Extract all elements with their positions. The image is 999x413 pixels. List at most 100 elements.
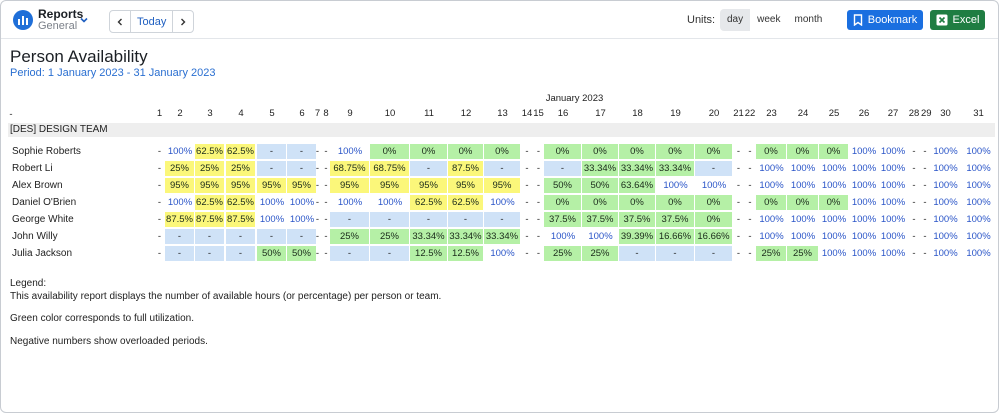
- availability-cell[interactable]: 100%: [966, 248, 991, 259]
- availability-cell[interactable]: 95%: [448, 178, 483, 193]
- availability-cell[interactable]: 100%: [880, 197, 906, 208]
- availability-cell[interactable]: -: [695, 246, 732, 261]
- availability-cell[interactable]: 100%: [337, 197, 363, 208]
- availability-cell[interactable]: 0%: [819, 195, 848, 210]
- availability-cell[interactable]: 100%: [550, 231, 576, 242]
- availability-cell[interactable]: -: [315, 248, 320, 259]
- person-name[interactable]: Julia Jackson: [12, 248, 73, 259]
- availability-cell[interactable]: -: [923, 248, 927, 259]
- availability-cell[interactable]: 62.5%: [195, 195, 224, 210]
- availability-cell[interactable]: -: [324, 146, 328, 157]
- person-name[interactable]: Sophie Roberts: [12, 146, 81, 157]
- availability-cell[interactable]: 95%: [226, 178, 255, 193]
- availability-cell[interactable]: 100%: [259, 197, 285, 208]
- availability-cell[interactable]: -: [330, 246, 369, 261]
- availability-cell[interactable]: 100%: [790, 231, 816, 242]
- availability-cell[interactable]: 100%: [790, 214, 816, 225]
- availability-cell[interactable]: 25%: [756, 246, 786, 261]
- availability-cell[interactable]: -: [923, 231, 927, 242]
- availability-cell[interactable]: 37.5%: [619, 212, 655, 227]
- availability-cell[interactable]: -: [287, 144, 316, 159]
- availability-cell[interactable]: 100%: [851, 248, 877, 259]
- availability-cell[interactable]: -: [736, 231, 741, 242]
- availability-cell[interactable]: -: [157, 214, 162, 225]
- availability-cell[interactable]: 0%: [582, 144, 618, 159]
- availability-cell[interactable]: 33.34%: [484, 229, 520, 244]
- availability-cell[interactable]: 100%: [167, 146, 193, 157]
- availability-cell[interactable]: -: [525, 197, 529, 208]
- team-row[interactable]: [DES] DESIGN TEAM: [8, 123, 995, 137]
- today-button[interactable]: Today: [130, 11, 174, 32]
- unit-month-button[interactable]: month: [787, 9, 830, 31]
- person-name[interactable]: Alex Brown: [12, 180, 63, 191]
- availability-cell[interactable]: 95%: [257, 178, 286, 193]
- availability-cell[interactable]: -: [448, 212, 483, 227]
- availability-cell[interactable]: 100%: [880, 214, 906, 225]
- availability-cell[interactable]: -: [370, 246, 409, 261]
- availability-cell[interactable]: -: [923, 146, 927, 157]
- availability-cell[interactable]: 95%: [330, 178, 369, 193]
- availability-cell[interactable]: 95%: [410, 178, 447, 193]
- availability-cell[interactable]: 100%: [821, 180, 847, 191]
- availability-cell[interactable]: 100%: [880, 231, 906, 242]
- availability-cell[interactable]: 100%: [759, 214, 784, 225]
- previous-period-button[interactable]: [110, 11, 130, 32]
- availability-cell[interactable]: 50%: [257, 246, 286, 261]
- availability-cell[interactable]: 25%: [226, 161, 255, 176]
- availability-cell[interactable]: 37.5%: [544, 212, 581, 227]
- availability-cell[interactable]: -: [536, 146, 541, 157]
- availability-cell[interactable]: 95%: [287, 178, 316, 193]
- availability-cell[interactable]: -: [923, 197, 927, 208]
- availability-cell[interactable]: 100%: [966, 214, 991, 225]
- availability-cell[interactable]: 87.5%: [165, 212, 194, 227]
- availability-cell[interactable]: -: [410, 212, 447, 227]
- availability-cell[interactable]: 62.5%: [448, 195, 483, 210]
- availability-cell[interactable]: 100%: [790, 163, 816, 174]
- availability-cell[interactable]: -: [195, 246, 224, 261]
- availability-cell[interactable]: 100%: [933, 197, 958, 208]
- availability-cell[interactable]: 100%: [933, 231, 958, 242]
- availability-cell[interactable]: -: [315, 163, 320, 174]
- availability-cell[interactable]: 50%: [582, 178, 618, 193]
- availability-cell[interactable]: -: [370, 212, 409, 227]
- availability-cell[interactable]: 62.5%: [410, 195, 447, 210]
- availability-cell[interactable]: 87.5%: [226, 212, 255, 227]
- availability-cell[interactable]: 100%: [790, 180, 816, 191]
- availability-cell[interactable]: -: [157, 180, 162, 191]
- availability-cell[interactable]: 100%: [821, 231, 847, 242]
- availability-cell[interactable]: 16.66%: [656, 229, 694, 244]
- availability-cell[interactable]: 100%: [377, 197, 403, 208]
- person-name[interactable]: George White: [12, 214, 74, 225]
- availability-cell[interactable]: 87.5%: [195, 212, 224, 227]
- availability-cell[interactable]: -: [315, 214, 320, 225]
- availability-cell[interactable]: -: [525, 163, 529, 174]
- availability-cell[interactable]: 37.5%: [656, 212, 694, 227]
- availability-cell[interactable]: 37.5%: [582, 212, 618, 227]
- person-name[interactable]: Robert Li: [12, 163, 53, 174]
- availability-cell[interactable]: 100%: [933, 146, 958, 157]
- availability-cell[interactable]: -: [315, 180, 320, 191]
- availability-cell[interactable]: 0%: [819, 144, 848, 159]
- availability-cell[interactable]: -: [195, 229, 224, 244]
- availability-cell[interactable]: -: [736, 197, 741, 208]
- availability-cell[interactable]: 62.5%: [226, 144, 255, 159]
- availability-cell[interactable]: 0%: [448, 144, 483, 159]
- availability-cell[interactable]: -: [157, 231, 162, 242]
- availability-cell[interactable]: 100%: [851, 163, 877, 174]
- availability-cell[interactable]: 25%: [787, 246, 818, 261]
- availability-cell[interactable]: -: [226, 229, 255, 244]
- availability-cell[interactable]: -: [923, 180, 927, 191]
- availability-cell[interactable]: 100%: [821, 163, 847, 174]
- availability-cell[interactable]: -: [525, 214, 529, 225]
- availability-cell[interactable]: -: [736, 180, 741, 191]
- availability-cell[interactable]: -: [226, 246, 255, 261]
- availability-cell[interactable]: 100%: [851, 197, 877, 208]
- availability-cell[interactable]: 100%: [966, 163, 991, 174]
- availability-cell[interactable]: -: [165, 246, 194, 261]
- person-name[interactable]: John Willy: [12, 231, 58, 242]
- availability-cell[interactable]: 100%: [167, 197, 193, 208]
- availability-cell[interactable]: -: [912, 163, 916, 174]
- availability-cell[interactable]: 100%: [490, 248, 515, 259]
- availability-cell[interactable]: -: [324, 163, 328, 174]
- availability-cell[interactable]: 100%: [880, 146, 906, 157]
